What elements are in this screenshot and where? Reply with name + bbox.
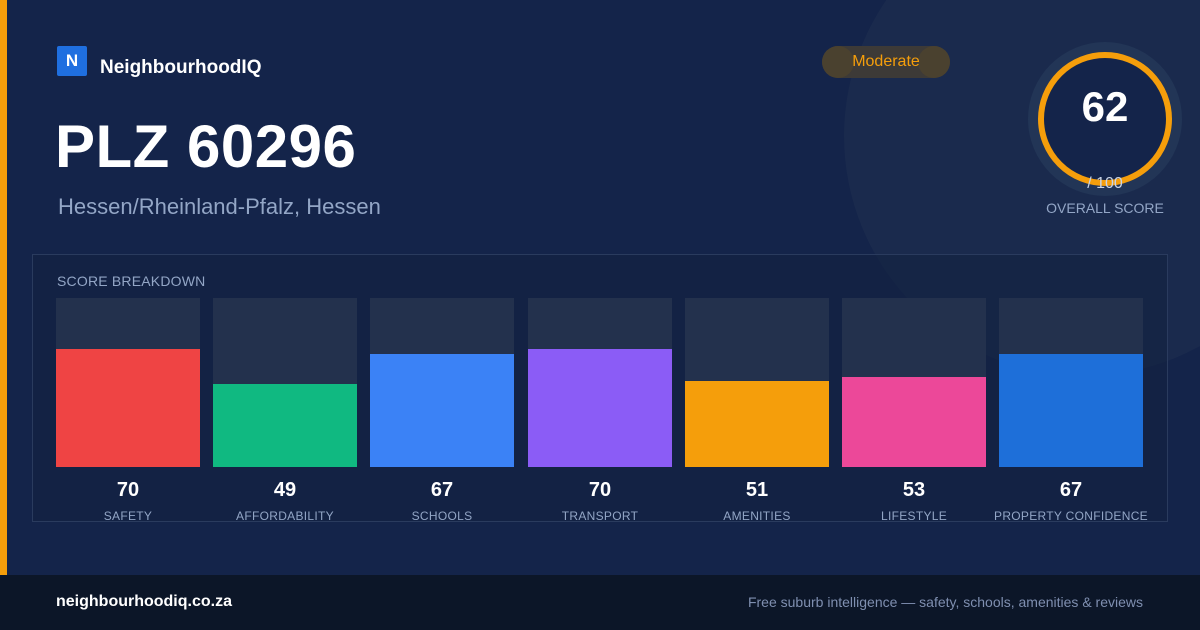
score-label: AFFORDABILITY (236, 509, 334, 523)
overall-score-gauge: 62 / 100 (1028, 42, 1182, 196)
footer-url[interactable]: neighbourhoodiq.co.za (56, 593, 232, 610)
score-label: TRANSPORT (561, 509, 639, 523)
score-label: SCHOOLS (411, 509, 473, 523)
score-value: 67 (430, 479, 454, 501)
score-bar-fill (842, 377, 986, 467)
score-bar-fill (213, 384, 357, 467)
score-column-property-confidence: 67 PROPERTY CONFIDENCE (994, 298, 1148, 523)
rating-badge-label: Moderate (852, 53, 920, 70)
score-value: 51 (745, 479, 769, 501)
page-title: PLZ 60296 (55, 113, 357, 180)
score-bar-track (842, 298, 986, 467)
score-bar-fill (528, 349, 672, 467)
score-column-transport: 70 TRANSPORT (528, 298, 672, 523)
footer-tagline: Free suburb intelligence — safety, schoo… (747, 594, 1143, 610)
score-breakdown-panel: SCORE BREAKDOWN 70 SAFETY 49 AFFORDABILITY 6… (32, 254, 1168, 523)
score-bar-track (56, 298, 200, 467)
overall-score-value: 62 (1081, 83, 1129, 130)
logo-letter: N (65, 51, 79, 70)
overall-score-label: OVERALL SCORE (1046, 200, 1164, 216)
score-label: LIFESTYLE (880, 509, 948, 523)
score-bar-track (528, 298, 672, 467)
score-label: SAFETY (103, 509, 153, 523)
overall-score-max: / 100 (1087, 175, 1123, 192)
score-column-schools: 67 SCHOOLS (370, 298, 514, 523)
score-label: AMENITIES (723, 509, 791, 523)
score-value: 49 (273, 479, 297, 501)
score-ring (1038, 52, 1172, 186)
rating-badge: Moderate (822, 46, 950, 78)
score-bar-track (370, 298, 514, 467)
panel-title: SCORE BREAKDOWN (57, 273, 206, 289)
brand-name: NeighbourhoodIQ (100, 57, 262, 78)
location-subtitle: Hessen/Rheinland-Pfalz, Hessen (58, 194, 381, 219)
score-column-safety: 70 SAFETY (56, 298, 200, 523)
score-value: 70 (116, 479, 140, 501)
footer: neighbourhoodiq.co.za Free suburb intell… (0, 575, 1200, 630)
score-value: 67 (1059, 479, 1083, 501)
score-bar-fill (999, 354, 1143, 467)
score-bar-track (213, 298, 357, 467)
score-bar-track (999, 298, 1143, 467)
score-column-amenities: 51 AMENITIES (685, 298, 829, 523)
score-bar-fill (370, 354, 514, 467)
score-bar-fill (56, 349, 200, 467)
score-label: PROPERTY CONFIDENCE (994, 509, 1148, 523)
score-column-affordability: 49 AFFORDABILITY (213, 298, 357, 523)
score-column-lifestyle: 53 LIFESTYLE (842, 298, 986, 523)
score-value: 53 (902, 479, 926, 501)
score-value: 70 (588, 479, 612, 501)
accent-strip (0, 0, 7, 575)
score-bar-fill (685, 381, 829, 467)
logo-icon: N (57, 46, 87, 76)
score-bar-track (685, 298, 829, 467)
